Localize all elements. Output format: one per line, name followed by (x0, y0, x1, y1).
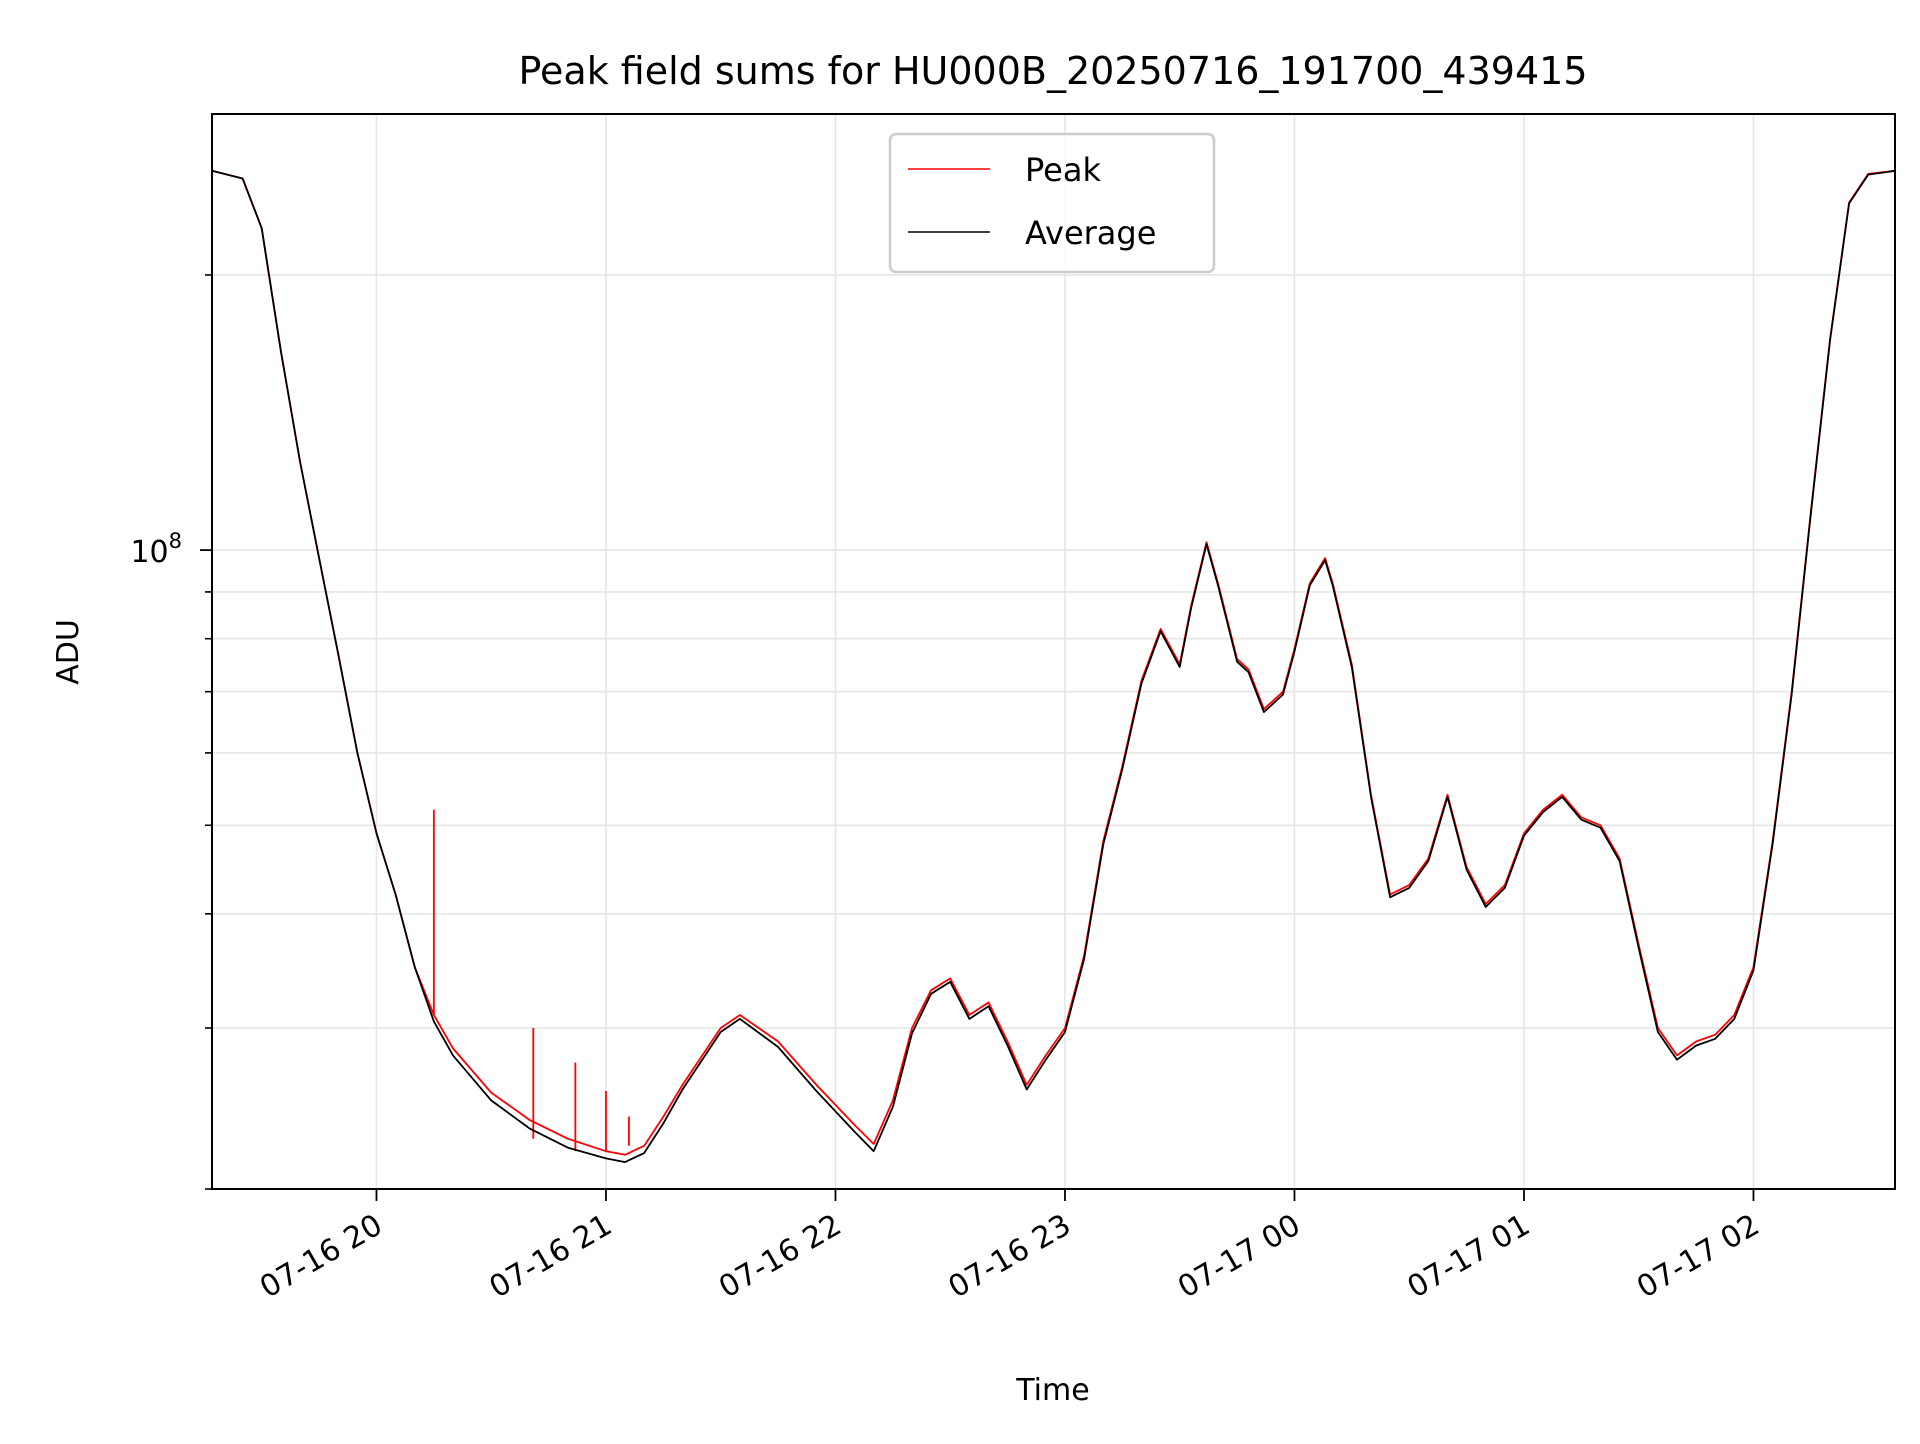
plot-series (211, 169, 1896, 1163)
chart-title: Peak field sums for HU000B_20250716_1917… (518, 49, 1587, 93)
legend-label-average: Average (1025, 214, 1156, 252)
y-axis-label: ADU (51, 619, 86, 685)
y-tick-label: 108 (130, 529, 182, 570)
legend-label-peak: Peak (1025, 151, 1101, 189)
plot-frame (211, 113, 1896, 1190)
x-axis-label: Time (1015, 1373, 1089, 1408)
legend: Peak Average (888, 132, 1216, 274)
series-line-average (211, 169, 1896, 1163)
